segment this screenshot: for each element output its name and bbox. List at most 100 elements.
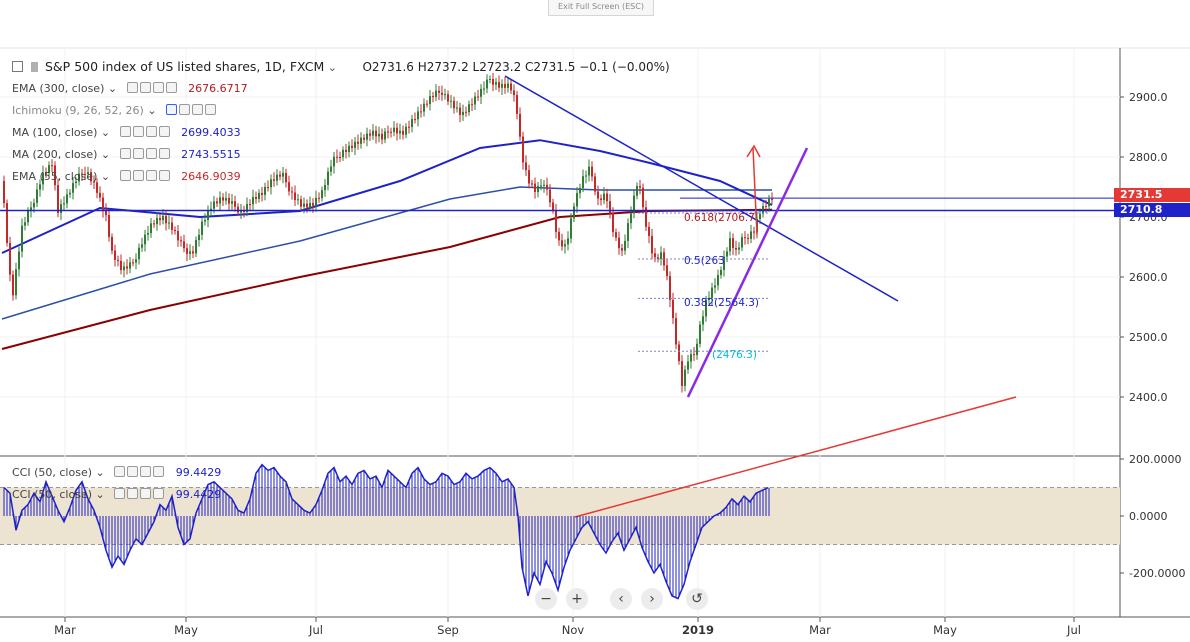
candle-body	[402, 130, 404, 135]
candle-body	[633, 195, 635, 214]
candle-body	[156, 218, 158, 225]
symbol-legend: S&P 500 index of US listed shares, 1D, F…	[12, 59, 670, 74]
indicator-label: CCI (50, close)	[12, 466, 93, 479]
candle-body	[333, 156, 335, 167]
candle-body	[447, 94, 449, 102]
candle-body	[276, 174, 278, 181]
indicator-controls[interactable]	[166, 104, 218, 117]
indicator-controls[interactable]	[119, 148, 172, 161]
candle-body	[6, 203, 8, 243]
candle-body	[543, 184, 545, 186]
candle-body	[30, 207, 32, 211]
indicator-controls[interactable]	[126, 82, 179, 95]
candle-body	[222, 197, 224, 201]
candle-body	[372, 130, 374, 136]
indicator-ema55[interactable]: EMA (55, close) ⌄ 2646.9039	[12, 170, 241, 183]
candle-body	[18, 251, 20, 270]
indicator-value: 2646.9039	[181, 170, 241, 183]
candle-body	[15, 269, 17, 296]
candle-body	[69, 192, 71, 195]
candle-body	[87, 172, 89, 175]
fib-label-0236: (2476.3)	[712, 349, 757, 361]
scroll-left-button[interactable]: ‹	[610, 588, 632, 610]
candle-body	[534, 183, 536, 192]
candle-body	[657, 257, 659, 259]
candle-body	[9, 242, 11, 275]
candle-body	[90, 172, 92, 182]
candle-body	[288, 182, 290, 192]
candle-body	[132, 262, 134, 264]
candle-body	[93, 181, 95, 183]
reset-chart-button[interactable]: ↺	[686, 588, 708, 610]
ma200-line	[1, 186, 772, 320]
candle-body	[144, 234, 146, 245]
indicator-ema300[interactable]: EMA (300, close) ⌄ 2676.6717	[12, 82, 248, 95]
candle-body	[705, 300, 707, 317]
candle-body	[507, 83, 509, 88]
candle-body	[639, 185, 641, 188]
candle-body	[357, 141, 359, 144]
flag-icon	[30, 62, 38, 72]
indicator-controls[interactable]	[114, 466, 166, 479]
candle-body	[495, 82, 497, 85]
candle-body	[408, 126, 410, 128]
zoom-out-button[interactable]: −	[535, 588, 557, 610]
indicator-controls[interactable]	[114, 488, 166, 501]
candle-body	[363, 137, 365, 140]
indicator-ma200[interactable]: MA (200, close) ⌄ 2743.5515	[12, 148, 241, 161]
candle-body	[585, 175, 587, 177]
scroll-right-button[interactable]: ›	[641, 588, 663, 610]
candle-body	[405, 126, 407, 135]
time-tick-label: May	[933, 623, 957, 637]
candle-body	[303, 203, 305, 207]
candle-body	[369, 133, 371, 136]
candle-body	[468, 104, 470, 113]
candle-body	[201, 221, 203, 235]
indicator-label: EMA (300, close)	[12, 82, 105, 95]
candle-body	[606, 193, 608, 202]
chevron-down-icon[interactable]: ⌄	[327, 61, 337, 74]
candle-body	[375, 130, 377, 137]
indicator-label: EMA (55, close)	[12, 170, 98, 183]
candle-body	[510, 83, 512, 91]
candle-body	[273, 179, 275, 181]
candle-body	[216, 201, 218, 204]
candle-body	[459, 107, 461, 115]
candle-body	[180, 240, 182, 242]
candle-body	[708, 297, 710, 301]
time-tick-label: Nov	[562, 623, 585, 637]
time-tick-label: Mar	[54, 623, 76, 637]
cci-legend-2[interactable]: CCI (50, close) ⌄ 99.4429	[12, 488, 222, 501]
zoom-in-button[interactable]: +	[566, 588, 588, 610]
candle-body	[420, 111, 422, 113]
symbol-title[interactable]: S&P 500 index of US listed shares, 1D, F…	[45, 59, 325, 74]
candle-body	[654, 253, 656, 258]
indicator-controls[interactable]	[119, 126, 172, 139]
collapse-icon[interactable]	[12, 61, 23, 72]
candle-body	[3, 181, 5, 204]
candle-body	[549, 189, 551, 203]
candle-body	[645, 207, 647, 227]
candle-body	[135, 259, 137, 263]
candle-body	[45, 172, 47, 174]
candle-body	[603, 193, 605, 201]
indicator-controls[interactable]	[119, 170, 172, 183]
indicator-ma100[interactable]: MA (100, close) ⌄ 2699.4033	[12, 126, 241, 139]
candle-body	[57, 185, 59, 213]
candle-body	[360, 137, 362, 144]
candle-body	[321, 190, 323, 199]
candle-body	[690, 354, 692, 362]
indicator-ichimoku[interactable]: Ichimoku (9, 26, 52, 26) ⌄	[12, 104, 218, 117]
candle-body	[735, 247, 737, 250]
candle-body	[246, 204, 248, 212]
candle-body	[564, 244, 566, 247]
time-tick-label: Jul	[308, 623, 323, 637]
candle-body	[384, 131, 386, 140]
candle-body	[27, 210, 29, 223]
candle-body	[768, 199, 770, 207]
exit-fullscreen-button[interactable]: Exit Full Screen (ESC)	[548, 0, 654, 16]
cci-legend-1[interactable]: CCI (50, close) ⌄ 99.4429	[12, 466, 222, 479]
candle-body	[471, 104, 473, 106]
candle-body	[525, 162, 527, 171]
